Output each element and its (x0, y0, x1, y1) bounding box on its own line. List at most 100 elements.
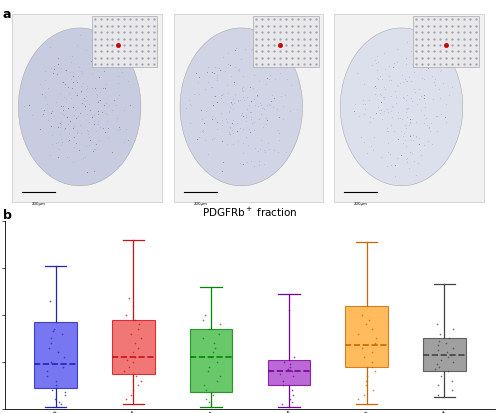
Point (386, 121, 394, 128)
Point (100, 67, 108, 74)
Point (399, 139, 407, 146)
Point (63, 154, 71, 160)
Point (420, 76, 428, 82)
Point (92, 85, 100, 92)
Point (246, 47, 254, 53)
Point (89, 148, 97, 155)
Point (414, 160, 422, 166)
Point (236, 124, 244, 131)
Point (187, 102, 195, 108)
Point (86, 137, 94, 144)
Point (264, 76, 272, 83)
Point (250, 95, 258, 102)
Point (50, 62, 58, 69)
Point (387, 108, 395, 115)
Point (241, 46, 249, 53)
Point (82, 86, 90, 93)
Point (73, 127, 81, 133)
Point (377, 98, 385, 105)
Point (108, 149, 116, 156)
Point (373, 74, 381, 81)
Point (373, 53, 381, 59)
Point (90, 167, 98, 174)
Point (84, 119, 92, 125)
Point (70, 144, 78, 151)
Point (232, 46, 239, 53)
Point (360, 81, 368, 87)
Point (95, 96, 103, 103)
Point (219, 99, 227, 106)
Point (377, 98, 385, 105)
Point (58, 103, 66, 109)
Point (208, 69, 216, 76)
Point (70, 112, 78, 119)
Point (376, 153, 384, 160)
Point (75, 146, 83, 153)
Point (96, 74, 104, 80)
Point (235, 68, 243, 74)
Point (402, 38, 410, 45)
Point (220, 159, 228, 166)
Point (82, 169, 90, 176)
Point (407, 77, 415, 84)
Point (216, 92, 224, 98)
Point (248, 109, 256, 115)
Point (418, 74, 426, 81)
Point (234, 97, 242, 104)
Point (190, 91, 198, 97)
Point (246, 109, 254, 116)
Point (68, 84, 76, 91)
Point (240, 94, 248, 101)
Point (428, 119, 436, 126)
Point (416, 107, 424, 113)
Point (104, 134, 112, 141)
Point (401, 136, 409, 143)
Point (219, 90, 227, 97)
Point (238, 139, 246, 146)
Point (39, 110, 47, 117)
Point (76, 82, 84, 89)
Point (230, 117, 237, 123)
Point (420, 142, 428, 149)
Point (274, 126, 281, 133)
Point (79, 97, 87, 103)
Point (48, 108, 56, 114)
Point (364, 97, 372, 104)
Point (262, 114, 270, 121)
Point (197, 107, 205, 114)
Point (122, 125, 130, 132)
Point (104, 129, 112, 135)
Point (238, 112, 246, 119)
Point (213, 75, 221, 82)
Point (199, 129, 207, 135)
Point (223, 82, 231, 88)
Point (406, 148, 414, 155)
Point (397, 151, 405, 158)
Point (270, 104, 278, 110)
Point (36, 126, 44, 133)
Point (214, 119, 222, 125)
Point (390, 161, 398, 168)
Point (64, 104, 72, 111)
Point (263, 116, 271, 123)
Point (62, 67, 70, 74)
Point (263, 74, 271, 81)
Point (239, 126, 247, 132)
Point (431, 76, 439, 83)
Point (60, 112, 68, 118)
Point (409, 132, 417, 139)
Point (436, 66, 444, 73)
Point (254, 53, 262, 60)
Point (90, 112, 98, 119)
Point (98, 109, 106, 116)
Point (73, 129, 81, 135)
Point (230, 130, 237, 136)
Point (250, 71, 258, 78)
Point (391, 172, 399, 179)
Point (254, 93, 262, 100)
Point (36, 81, 44, 88)
Point (113, 114, 121, 121)
Point (406, 133, 414, 140)
Text: 200μm: 200μm (354, 202, 368, 206)
Point (416, 43, 424, 49)
